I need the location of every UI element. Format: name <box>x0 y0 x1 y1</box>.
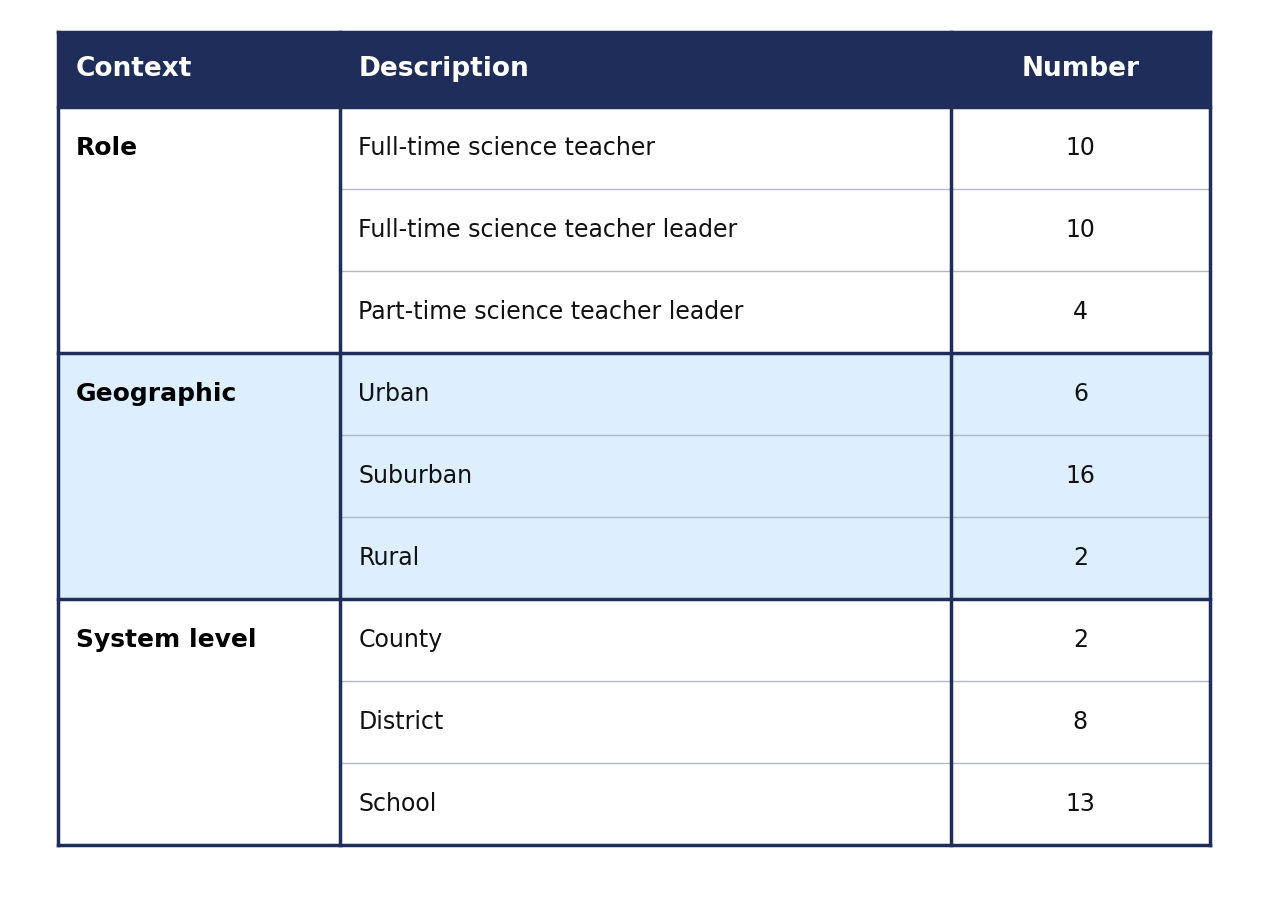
Text: Full-time science teacher leader: Full-time science teacher leader <box>358 218 737 242</box>
Text: Full-time science teacher: Full-time science teacher <box>358 136 655 160</box>
Text: 16: 16 <box>1066 464 1095 488</box>
Text: Urban: Urban <box>358 382 430 406</box>
Text: 2: 2 <box>1072 628 1088 652</box>
Bar <box>57 599 1210 845</box>
Text: 2: 2 <box>1072 546 1088 570</box>
Text: Rural: Rural <box>358 546 419 570</box>
Text: Part-time science teacher leader: Part-time science teacher leader <box>358 300 743 324</box>
Bar <box>57 353 1210 599</box>
Text: Context: Context <box>76 57 193 83</box>
Text: System level: System level <box>76 628 256 652</box>
Text: Number: Number <box>1021 57 1140 83</box>
Text: District: District <box>358 710 444 734</box>
Text: 10: 10 <box>1066 136 1095 160</box>
Text: 10: 10 <box>1066 218 1095 242</box>
Text: County: County <box>358 628 442 652</box>
Text: Suburban: Suburban <box>358 464 472 488</box>
Text: 4: 4 <box>1072 300 1088 324</box>
Text: Geographic: Geographic <box>76 382 237 406</box>
Bar <box>57 32 1210 107</box>
Text: 8: 8 <box>1072 710 1088 734</box>
Text: 13: 13 <box>1066 792 1095 816</box>
Text: Description: Description <box>358 57 529 83</box>
Text: Role: Role <box>76 136 138 160</box>
Text: School: School <box>358 792 436 816</box>
Bar <box>57 107 1210 353</box>
Text: 6: 6 <box>1072 382 1088 406</box>
